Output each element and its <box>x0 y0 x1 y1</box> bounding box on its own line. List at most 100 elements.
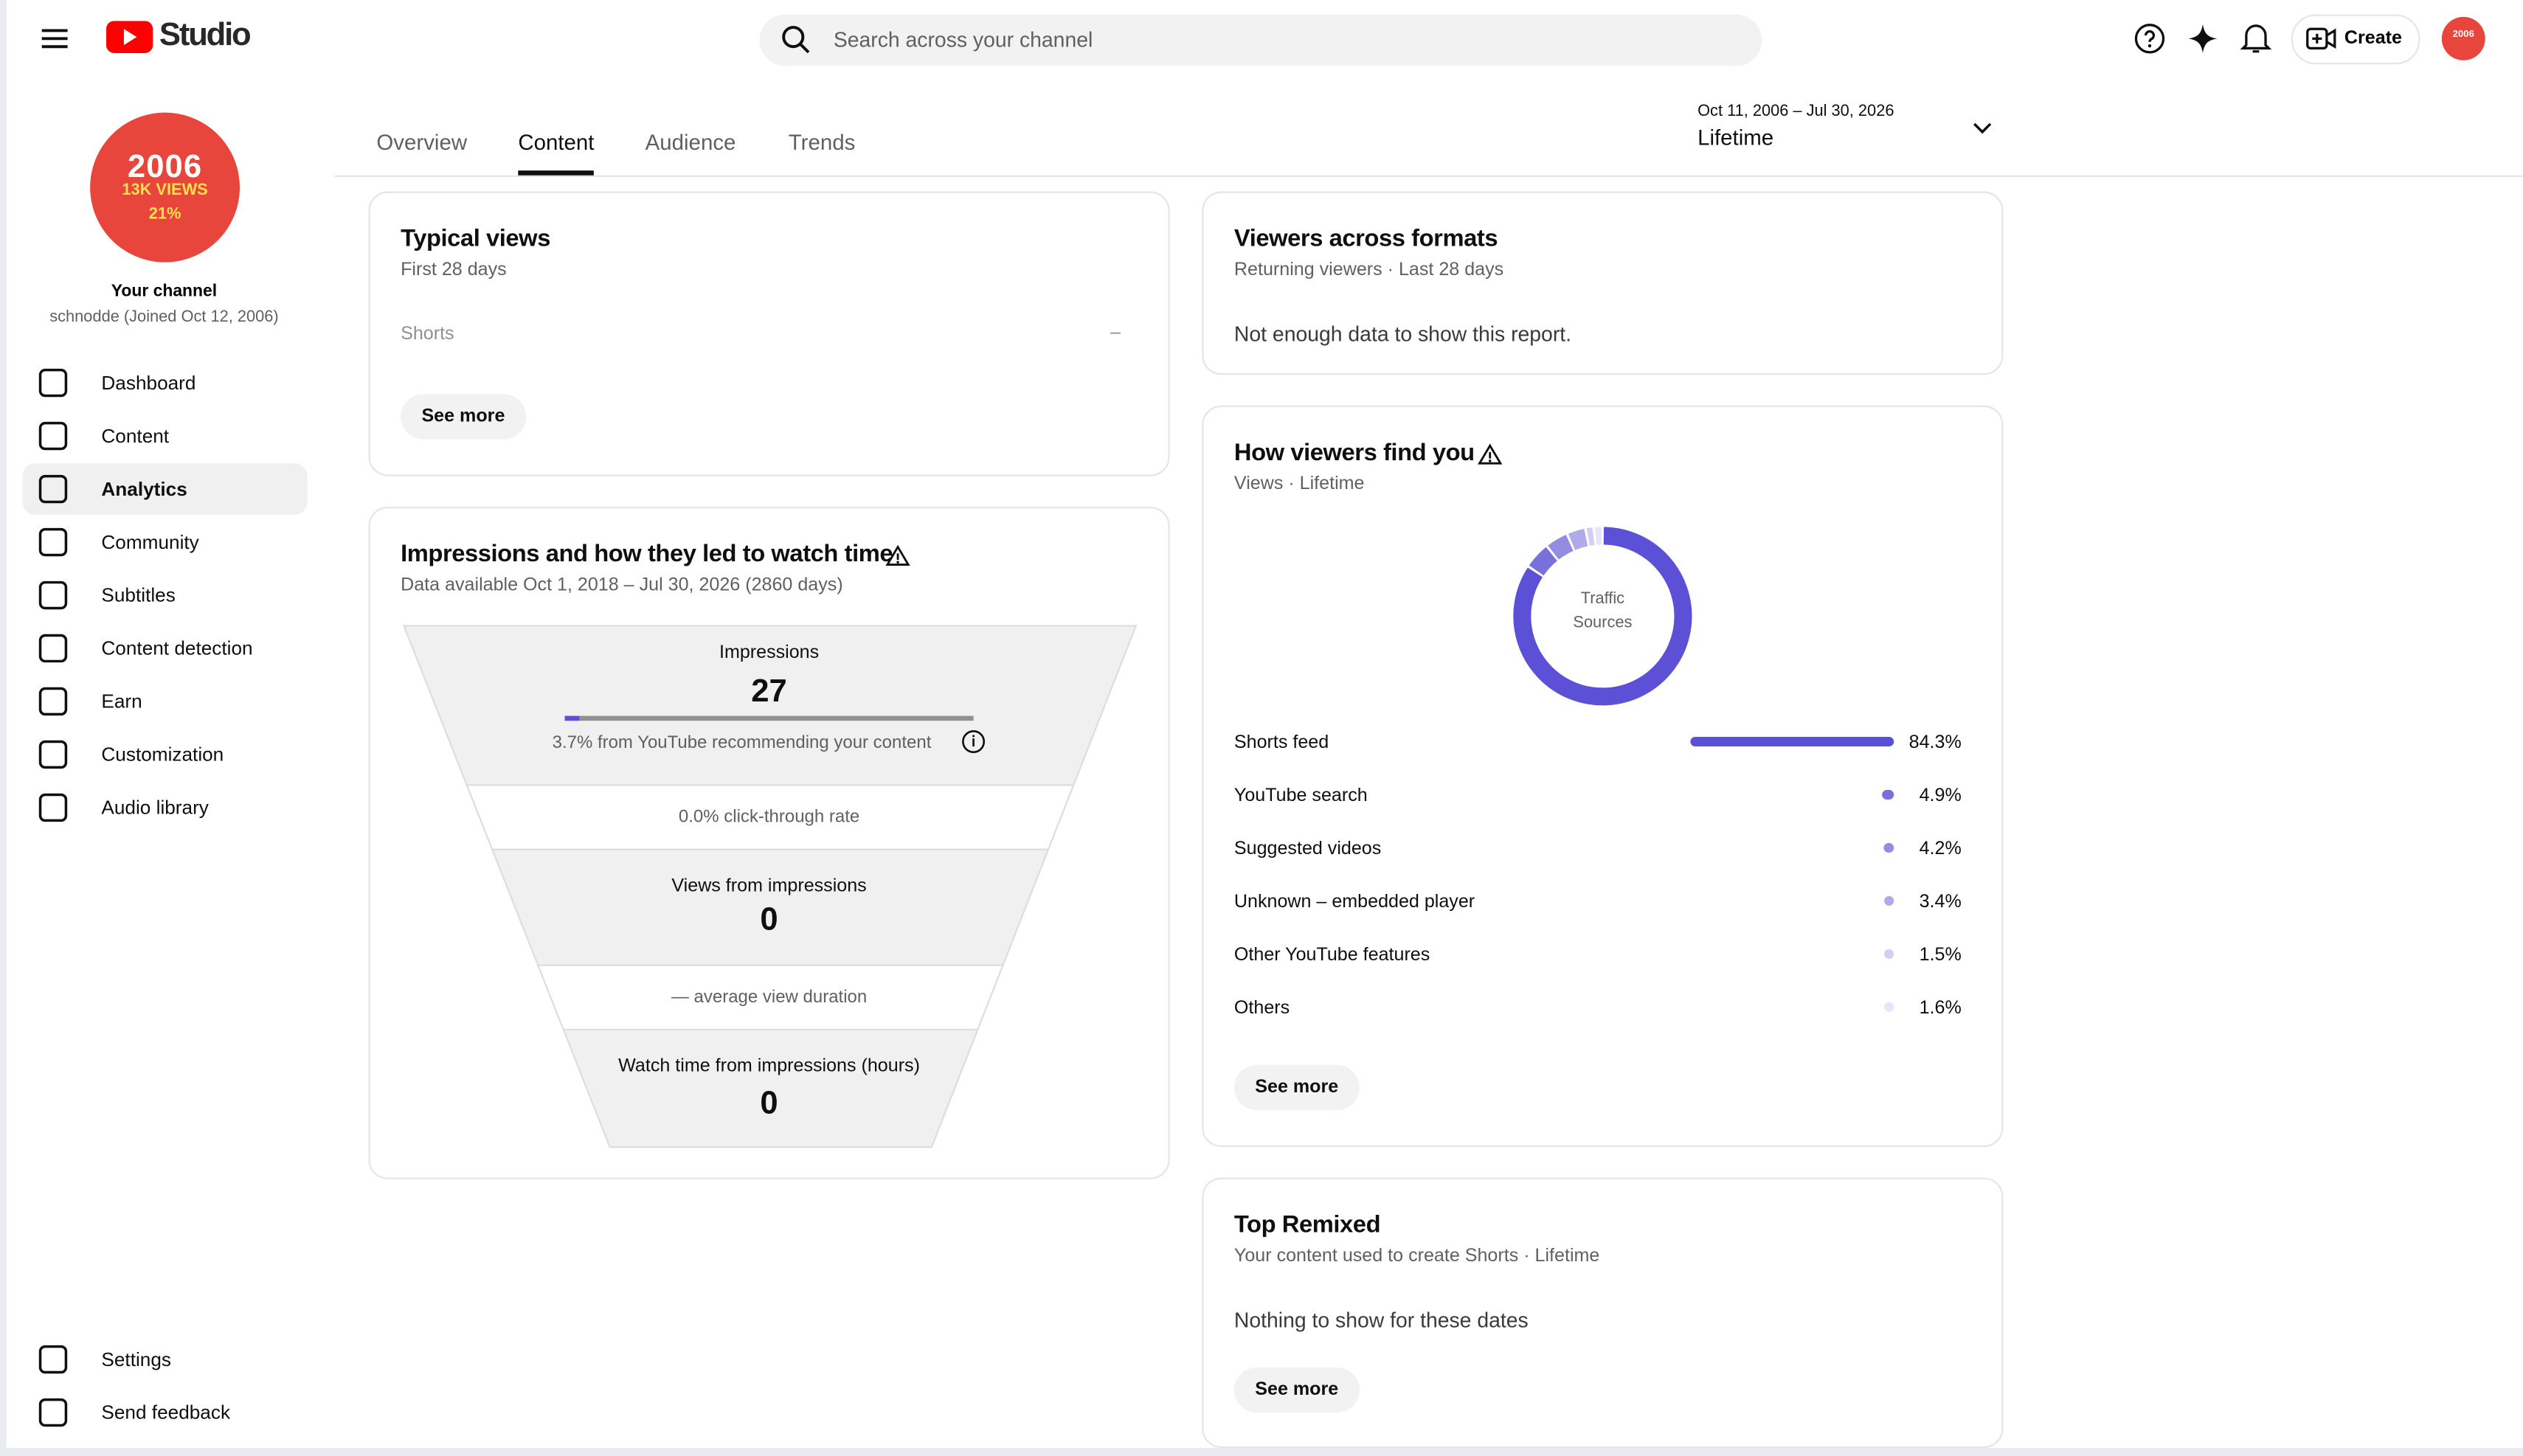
impressions-label: Impressions <box>719 642 819 662</box>
card-message: Not enough data to show this report. <box>1233 322 1572 346</box>
donut-segment <box>1529 547 1558 576</box>
nav-item[interactable]: Send feedback <box>101 1401 231 1424</box>
typical-views-card: Typical views First 28 days Shorts – See… <box>368 191 1170 476</box>
donut-segment <box>1568 528 1588 550</box>
bell-icon[interactable] <box>2240 21 2272 56</box>
nav-item[interactable]: Dashboard <box>101 371 196 395</box>
source-name: Shorts feed <box>1234 732 1329 752</box>
card-title: Impressions and how they led to watch ti… <box>401 540 893 568</box>
traffic-card: How viewers find you Views · Lifetime Tr… <box>1202 405 2004 1148</box>
search-box[interactable]: Search across your channel <box>759 14 1762 66</box>
nav-icon <box>38 421 68 451</box>
avatar-year: 2006 <box>127 149 203 185</box>
see-more-button[interactable]: See more <box>1233 1367 1360 1413</box>
card-title: Viewers across formats <box>1233 225 1498 253</box>
nav-item[interactable]: Customization <box>101 743 224 766</box>
nav-icon <box>38 474 68 504</box>
account-avatar[interactable]: 2006 <box>2441 16 2486 61</box>
channel-avatar[interactable]: 2006 13K VIEWS 21% <box>90 112 240 263</box>
account-avatar-text: 2006 <box>2453 28 2474 39</box>
nav-item[interactable]: Audio library <box>101 796 209 819</box>
youtube-logo[interactable] <box>105 21 154 55</box>
date-range[interactable]: Oct 11, 2006 – Jul 30, 2026 <box>1697 103 1894 121</box>
create-button[interactable]: Create <box>2291 14 2420 65</box>
see-more-button[interactable]: See more <box>1233 1064 1360 1110</box>
recommend-fill <box>564 715 580 721</box>
impressions-value: 27 <box>751 673 787 709</box>
channel-label: Your channel <box>111 281 218 301</box>
viewers-formats-card: Viewers across formats Returning viewers… <box>1202 191 2004 375</box>
source-name: Other YouTube features <box>1234 944 1430 965</box>
date-label[interactable]: Lifetime <box>1697 125 1774 150</box>
nav-icon <box>38 527 68 557</box>
card-subtitle: Your content used to create Shorts · Lif… <box>1233 1247 1600 1266</box>
app: Studio Search across your channel Create… <box>6 0 2523 1449</box>
source-bar <box>1884 1002 1894 1012</box>
nav-icon <box>38 580 68 610</box>
card-title: How viewers find you <box>1233 439 1475 467</box>
tab[interactable]: Trends <box>788 130 856 155</box>
avd-text: — average view duration <box>671 987 867 1007</box>
row-value: – <box>1110 323 1121 343</box>
source-value: 1.6% <box>1920 997 1962 1018</box>
see-more-button[interactable]: See more <box>401 394 526 440</box>
source-name: Others <box>1234 997 1290 1018</box>
help-icon[interactable] <box>2133 23 2166 55</box>
card-message: Nothing to show for these dates <box>1233 1308 1529 1332</box>
card-subtitle: Returning viewers · Last 28 days <box>1233 260 1504 280</box>
nav-icon <box>38 793 68 822</box>
warning-icon[interactable] <box>1477 443 1503 467</box>
nav-active-bg <box>22 463 308 515</box>
card-title: Typical views <box>401 225 550 253</box>
nav-icon <box>38 1398 68 1427</box>
source-value: 1.5% <box>1920 944 1962 965</box>
tab[interactable]: Audience <box>645 130 736 155</box>
search-icon <box>782 26 810 54</box>
nav-icon <box>38 740 68 769</box>
tab[interactable]: Overview <box>376 130 468 155</box>
row-label: Shorts <box>401 325 454 344</box>
nav-item[interactable]: Settings <box>101 1348 171 1371</box>
views-label: Views from impressions <box>671 875 866 895</box>
avatar-views: 13K VIEWS <box>122 181 208 200</box>
nav-item[interactable]: Community <box>101 530 199 554</box>
card-subtitle: Views · Lifetime <box>1233 474 1365 494</box>
source-bar <box>1690 736 1894 747</box>
nav-icon <box>38 368 68 398</box>
donut-segment <box>1513 527 1692 706</box>
nav-item[interactable]: Content detection <box>101 637 253 660</box>
search-placeholder: Search across your channel <box>833 27 1093 52</box>
create-icon <box>2306 27 2336 50</box>
nav-icon <box>38 687 68 716</box>
donut-center: Sources <box>1573 613 1632 631</box>
logo-text: Studio <box>159 17 252 53</box>
source-name: Suggested videos <box>1234 838 1381 859</box>
source-bar <box>1884 949 1894 959</box>
tab-underline <box>518 170 594 176</box>
nav-icon <box>38 1345 68 1374</box>
warning-icon[interactable] <box>885 544 911 568</box>
source-bar <box>1882 789 1894 800</box>
source-value: 4.2% <box>1920 838 1962 859</box>
nav-item[interactable]: Analytics <box>101 477 187 501</box>
source-bar <box>1884 895 1894 906</box>
nav-item[interactable]: Content <box>101 424 170 448</box>
tab[interactable]: Content <box>518 130 595 155</box>
menu-icon[interactable] <box>38 24 71 53</box>
create-label: Create <box>2344 29 2403 49</box>
source-value: 84.3% <box>1909 732 1962 752</box>
traffic-chart: Traffic Sources Shorts feed 84.3% YouTube … <box>1234 527 1962 1018</box>
nav-item[interactable]: Earn <box>101 690 142 713</box>
tabs-divider <box>334 175 2523 177</box>
nav-icon <box>38 634 68 663</box>
views-value: 0 <box>760 902 778 937</box>
date-chevron[interactable] <box>1970 117 1996 140</box>
source-bar <box>1883 842 1894 853</box>
impressions-card: Impressions and how they led to watch ti… <box>368 507 1170 1179</box>
info-icon[interactable] <box>962 730 986 753</box>
avatar-pct: 21% <box>148 206 181 224</box>
spark-icon[interactable] <box>2187 23 2219 55</box>
nav-item[interactable]: Subtitles <box>101 583 176 607</box>
